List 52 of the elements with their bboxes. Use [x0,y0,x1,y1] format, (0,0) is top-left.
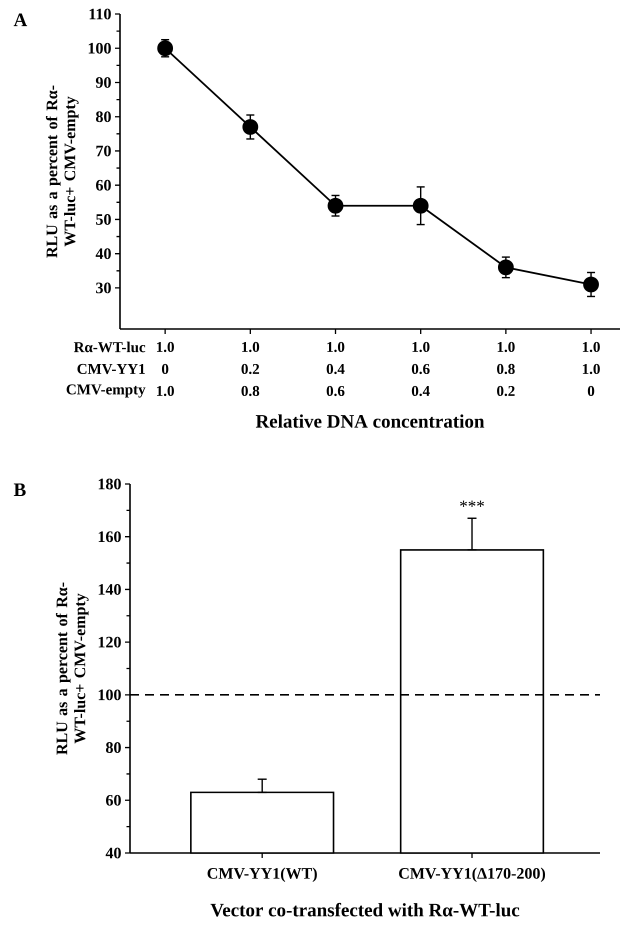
text: 1.0 [582,342,600,352]
y-tick-label: 70 [96,146,111,156]
text: 0.4 [412,386,430,396]
text: 1.0 [582,364,600,374]
y-tick-label: 40 [106,848,121,858]
text: 0.6 [326,386,344,396]
text: 1.0 [498,342,515,352]
text: 1.0 [327,342,344,352]
y-tick-label: 60 [106,794,121,806]
text: 1.0 [156,342,174,352]
y-tick-label: 60 [96,180,111,191]
y-tick-label: 30 [96,282,111,294]
annotation: *** [460,500,484,507]
text: 0 [588,386,594,396]
text: Rα-WT-luc [74,342,146,352]
y-tick-label: 80 [106,742,121,753]
y-axis-title: RLU as a percent of Rα-WT-luc+ CMV-empty [46,86,79,258]
text: 0.4 [326,364,345,374]
y-tick-label: 90 [96,77,111,88]
text: 0.2 [497,386,515,396]
point [242,119,258,135]
x-tick-label: CMV-YY1(Δ170-200) [399,868,546,882]
text: 1.0 [156,386,174,396]
y-tick-label: 180 [98,478,121,490]
x-axis-title: Relative DNA concentration [256,414,484,428]
y-tick-label: 100 [88,42,111,54]
chart-title: B [14,484,26,496]
text: CMV-YY1 [77,364,145,374]
y-tick-label: 120 [98,636,121,648]
x-tick-label: CMV-YY1(WT) [208,868,317,882]
y-tick-label: 110 [90,8,111,20]
point [498,259,514,276]
y-tick-label: 40 [96,248,111,260]
point [412,198,429,214]
chart-title: A [14,14,28,26]
y-tick-label: 80 [96,111,111,122]
text: CMV-empty [66,384,146,398]
text: 0.2 [242,364,260,374]
text: 1.0 [242,342,260,352]
y-axis-title: RLU as a percent of Rα-WT-luc+ CMV-empty [56,582,89,755]
text: 0.8 [242,386,260,396]
y-tick-label: 50 [96,214,111,225]
x-axis-title: Vector co-transfected with Rα-WT-luc [210,902,520,917]
point [583,276,599,292]
text: 0 [162,364,168,374]
y-tick-label: 140 [98,584,121,595]
text: 0.8 [497,364,515,374]
text: 1.0 [412,342,430,352]
y-tick-label: 100 [98,689,121,700]
point [328,198,344,214]
text: 0.6 [412,364,430,374]
y-tick-label: 160 [98,531,121,542]
